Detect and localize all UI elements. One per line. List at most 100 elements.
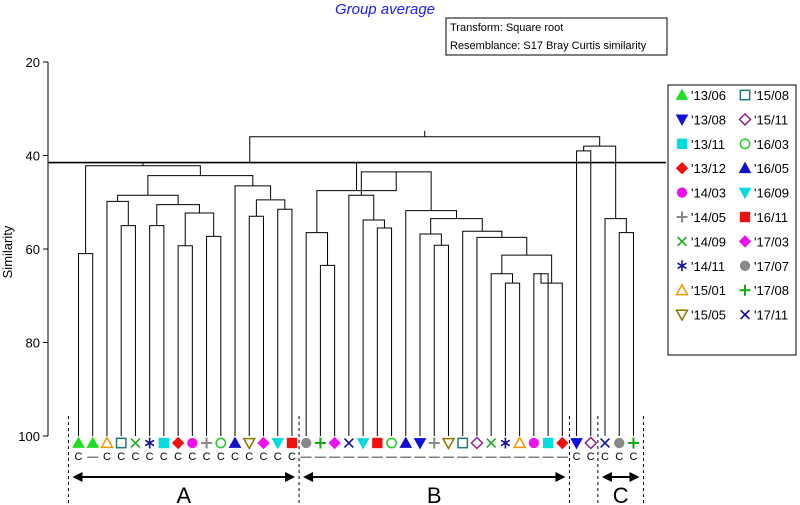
leaf-marker	[158, 437, 170, 449]
legend-marker	[739, 89, 751, 101]
legend-marker	[740, 309, 750, 320]
y-tick-label: 80	[26, 336, 40, 351]
dendrogram-link	[78, 253, 94, 436]
leaf-marker	[328, 436, 341, 450]
leaf-label: C	[231, 451, 239, 463]
dendrogram-tree	[78, 130, 634, 436]
legend-marker	[739, 211, 751, 223]
leaf-label: —	[471, 451, 482, 463]
legend-label: '13/11	[691, 137, 725, 152]
dendrogram-link	[362, 219, 385, 436]
dendrogram-link	[255, 199, 286, 217]
group-arrowhead-right	[555, 472, 566, 482]
legend-label: '16/09	[754, 186, 789, 201]
dendrogram-link	[583, 145, 617, 219]
leaf-label: C	[274, 451, 282, 463]
leaf-marker	[399, 436, 413, 448]
dendrogram-link	[177, 245, 193, 436]
leaf-marker	[215, 437, 227, 449]
leaf-marker	[600, 438, 610, 448]
leaf-marker	[627, 437, 639, 449]
leaf-label: —	[315, 451, 326, 463]
leaf-label: —	[415, 451, 426, 463]
y-axis: 20 40 60 80 100	[18, 55, 666, 444]
leaf-marker	[457, 437, 469, 449]
y-tick-label: 60	[26, 242, 40, 257]
group-arrowhead-right	[629, 472, 640, 482]
leaf-label: —	[486, 451, 497, 463]
info-line-resemblance: Resemblance: S17 Bray Curtis similarity	[450, 40, 647, 52]
dendrogram-link	[234, 185, 272, 436]
group-brackets: A B C	[68, 416, 644, 505]
legend-marker	[739, 260, 751, 271]
leaf-marker	[228, 436, 242, 448]
y-tick-label: 40	[26, 149, 40, 164]
legend-marker	[739, 284, 751, 296]
legend-marker	[738, 235, 752, 248]
dendrogram-link	[277, 208, 293, 436]
leaf-marker	[144, 437, 155, 449]
legend-marker	[676, 211, 688, 223]
leaf-marker	[314, 437, 326, 449]
dendrogram-link	[419, 233, 442, 436]
dendrogram-link	[305, 232, 329, 436]
leaf-label: —	[343, 451, 354, 463]
group-arrowhead-left	[303, 472, 314, 482]
leaf-label: C	[174, 451, 182, 463]
leaf-label: C	[203, 451, 211, 463]
leaf-label: C	[117, 451, 125, 463]
leaf-marker	[556, 436, 569, 450]
leaf-label: C	[615, 451, 623, 463]
leaf-marker	[441, 437, 456, 451]
dendrogram-link	[430, 218, 483, 235]
legend-marker	[739, 138, 751, 150]
y-tick-label: 100	[18, 429, 40, 444]
leaf-marker	[428, 437, 440, 449]
legend-label: '13/12	[691, 161, 726, 176]
legend-marker	[738, 112, 752, 126]
leaf-marker	[542, 437, 554, 449]
legend-marker	[738, 161, 752, 174]
dendrogram-link	[604, 218, 627, 436]
leaf-marker	[343, 438, 354, 448]
leaf-markers: C — C C C C C C C C C C C C C C — — — — — — — — — — — — — — — — — — — C C C C C	[72, 435, 639, 463]
dendrogram-link	[184, 212, 215, 246]
legend-label: '15/05	[691, 308, 726, 323]
group-arrowhead-right	[285, 472, 296, 482]
dendrogram-link	[156, 204, 200, 226]
leaf-label: C	[75, 451, 83, 463]
legend-marker	[675, 309, 689, 322]
leaf-label: —	[400, 451, 411, 463]
dendrogram-link	[319, 264, 336, 436]
legend-label: '14/11	[691, 259, 725, 274]
legend-label: '14/05	[691, 210, 726, 225]
legend-label: '17/11	[754, 308, 788, 323]
legend-label: '16/05	[754, 161, 789, 176]
leaf-marker	[86, 436, 100, 448]
leaf-label: C	[260, 451, 268, 463]
info-line-transform: Transform: Square root	[450, 22, 563, 34]
leaf-label: C	[188, 451, 196, 463]
dendrogram-link	[249, 136, 601, 163]
leaf-label: C	[629, 451, 637, 463]
legend-label: '15/01	[691, 283, 726, 298]
leaf-marker	[372, 437, 383, 449]
dendrogram-link	[120, 225, 136, 436]
dendrogram-link	[490, 273, 514, 436]
group-arrowhead-left	[601, 472, 612, 482]
leaf-marker	[356, 438, 370, 450]
dendrogram-link	[117, 194, 179, 205]
leaf-label: —	[372, 451, 383, 463]
leaf-label: C	[217, 451, 225, 463]
legend-label: '16/03	[754, 137, 789, 152]
dendrogram-link	[348, 194, 375, 436]
leaf-label: —	[528, 451, 539, 463]
dendrogram-link	[476, 236, 528, 436]
leaf-marker	[100, 435, 114, 449]
dendrogram-link	[106, 200, 129, 436]
leaf-marker	[271, 438, 285, 450]
legend-label: '17/03	[754, 234, 789, 249]
leaf-marker	[500, 437, 511, 449]
leaf-marker	[301, 437, 312, 449]
legend-label: '14/03	[691, 186, 726, 201]
